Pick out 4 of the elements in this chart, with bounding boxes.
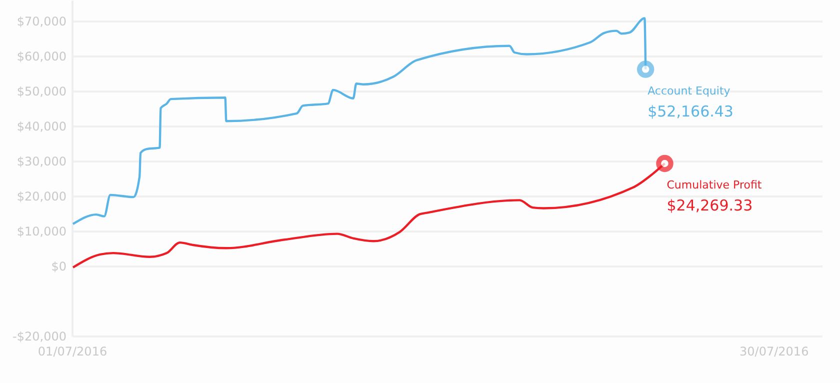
annotation: $24,269.33 (666, 196, 753, 214)
series-label: Account Equity (648, 84, 731, 98)
annotation: $52,166.43 (648, 102, 734, 120)
series-label: Cumulative Profit (666, 178, 762, 192)
